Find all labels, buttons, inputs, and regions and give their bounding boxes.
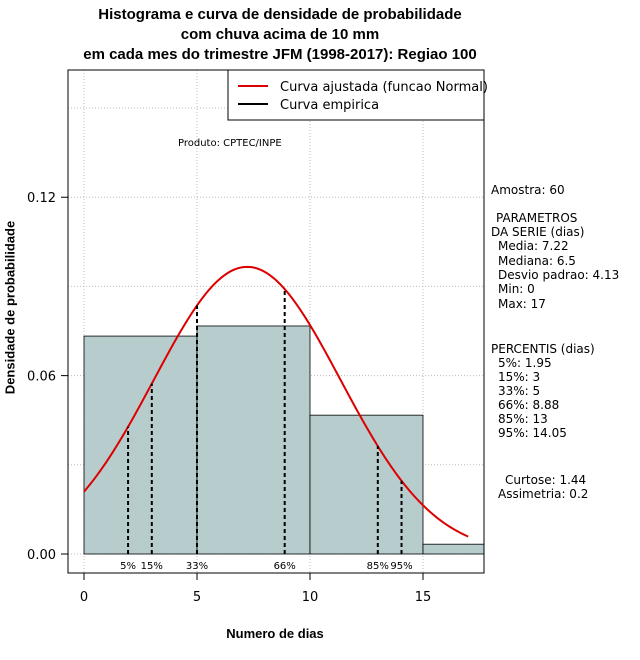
stat-media: Media: 7.22 <box>498 239 569 253</box>
stat-max: Max: 17 <box>498 297 546 311</box>
y-tick-label: 0.12 <box>27 191 56 206</box>
percentile-lines: 5% 15% 33% 66% 85% 95% <box>120 289 413 572</box>
y-axis-title: Densidade de probabilidade <box>2 220 18 395</box>
y-tick-label: 0.06 <box>27 370 56 385</box>
legend-label: Curva empirica <box>280 98 379 113</box>
stat-p95: 95%: 14.05 <box>498 426 567 440</box>
legend-label: Curva ajustada (funcao Normal) <box>280 80 488 95</box>
axes: 0 5 10 15 0.00 0.06 0.12 <box>27 69 485 605</box>
stat-percentis-title: PERCENTIS (dias) <box>491 342 595 356</box>
chart-title-line-1: Histograma e curva de densidade de proba… <box>98 6 462 23</box>
percentile-label: 66% <box>274 561 296 572</box>
stat-assimetria: Assimetria: 0.2 <box>498 487 589 501</box>
histogram-bar <box>83 335 198 555</box>
stat-parametros-title-2: DA SERIE (dias) <box>491 225 585 239</box>
stat-mediana: Mediana: 6.5 <box>498 254 576 268</box>
normal-curve-layer <box>83 265 469 538</box>
y-tick-label: 0.00 <box>27 548 56 563</box>
stat-p66: 66%: 8.88 <box>498 398 560 412</box>
stat-p33: 33%: 5 <box>498 384 541 398</box>
stat-curtose: Curtose: 1.44 <box>505 473 587 487</box>
stat-parametros-title-1: PARAMETROS <box>496 211 578 225</box>
producer-label: Produto: CPTEC/INPE <box>178 138 282 149</box>
percentile-label: 95% <box>390 561 412 572</box>
histogram-bar <box>196 325 311 555</box>
percentile-label: 5% <box>120 561 136 572</box>
stat-p5: 5%: 1.95 <box>498 356 552 370</box>
chart-title-line-2: com chuva acima de 10 mm <box>180 26 380 43</box>
x-tick-label: 10 <box>302 590 319 605</box>
stat-amostra: Amostra: 60 <box>491 183 565 197</box>
chart-title-line-3: em cada mes do trimestre JFM (1998-2017)… <box>83 46 477 63</box>
stat-p85: 85%: 13 <box>498 412 548 426</box>
legend-box <box>227 69 485 121</box>
percentile-label: 15% <box>141 561 163 572</box>
percentile-label: 85% <box>367 561 389 572</box>
percentile-label: 33% <box>186 561 208 572</box>
legend: Curva ajustada (funcao Normal) Curva empi… <box>227 69 488 121</box>
stat-min: Min: 0 <box>498 282 535 296</box>
stat-p15: 15%: 3 <box>498 370 541 384</box>
x-axis-title: Numero de dias <box>226 626 324 641</box>
histogram-bar <box>309 414 424 555</box>
histogram-bar <box>422 543 485 555</box>
x-tick-label: 0 <box>80 590 88 605</box>
x-tick-label: 5 <box>193 590 201 605</box>
stat-desvio: Desvio padrao: 4.13 <box>498 268 620 282</box>
x-tick-label: 15 <box>415 590 432 605</box>
normal-curve-line <box>83 265 469 538</box>
